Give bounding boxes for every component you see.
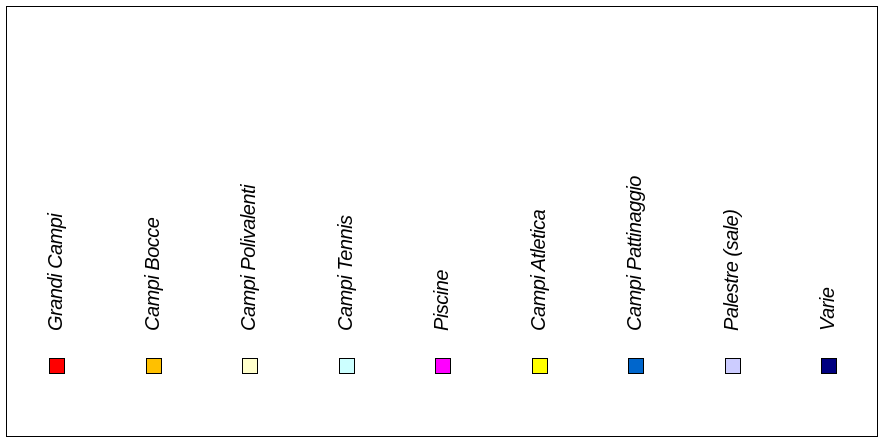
- legend-label: Campi Polivalenti: [238, 184, 260, 331]
- legend-label: Campi Pattinaggio: [624, 176, 646, 331]
- legend-label: Piscine: [431, 270, 453, 331]
- legend-label: Palestre (sale): [720, 209, 743, 331]
- legend-swatch: [145, 358, 162, 374]
- legend-label: Campi Bocce: [141, 217, 164, 331]
- legend-swatch: [531, 358, 548, 374]
- legend-label: Grandi Campi: [45, 213, 67, 331]
- legend-swatch: [724, 358, 741, 374]
- legend-swatch: [628, 358, 644, 374]
- legend-swatch: [435, 358, 451, 374]
- legend-label: Campi Atletica: [527, 209, 550, 331]
- legend-swatch: [49, 358, 65, 374]
- legend-swatch: [338, 358, 355, 374]
- legend-label: Campi Tennis: [334, 215, 357, 331]
- legend-swatch: [242, 358, 258, 374]
- legend-swatch: [821, 358, 837, 374]
- legend-label: Varie: [817, 287, 839, 331]
